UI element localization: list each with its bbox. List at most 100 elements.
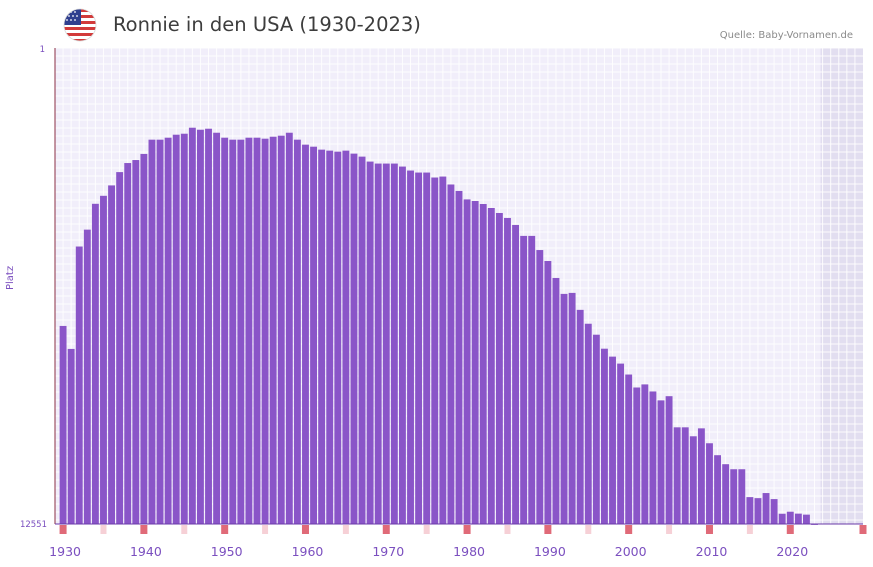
bar-1931 [67, 348, 75, 524]
bar-1977 [439, 176, 447, 524]
x-tick-1980: 1980 [453, 544, 485, 559]
decade-marker-2020 [786, 525, 794, 534]
chart-title: Ronnie in den USA (1930-2023) [113, 13, 421, 36]
bar-1949 [213, 132, 221, 524]
bar-1950 [221, 137, 229, 525]
x-tick-1970: 1970 [372, 544, 404, 559]
x-tick-1940: 1940 [130, 544, 162, 559]
bar-1936 [108, 185, 115, 524]
bar-1958 [285, 132, 293, 524]
bar-1981 [471, 201, 479, 524]
bar-1960 [302, 144, 309, 524]
bar-1946 [188, 127, 196, 525]
bar-2007 [681, 427, 689, 524]
decade-marker-1940 [140, 525, 148, 534]
bar-1953 [245, 137, 253, 525]
bar-2002 [641, 384, 649, 524]
x-tick-2000: 2000 [615, 544, 647, 559]
minor-marker-1995 [585, 525, 592, 534]
bar-1994 [576, 309, 584, 524]
bar-1965 [342, 150, 350, 524]
bar-1976 [431, 177, 439, 525]
bar-1991 [552, 277, 560, 524]
bar-1957 [277, 135, 285, 525]
x-tick-labels: 1930 1940 1950 1960 1970 1980 1990 2000 2010 2020 [49, 544, 808, 559]
bar-1930 [59, 325, 67, 524]
bar-1996 [592, 334, 600, 524]
bar-2020 [786, 511, 794, 524]
bar-1956 [269, 136, 277, 524]
minor-marker-2015 [746, 525, 753, 534]
bar-1985 [504, 217, 511, 524]
bar-1966 [350, 153, 358, 524]
decade-marker-2010 [705, 525, 713, 534]
axes [54, 48, 863, 525]
minor-marker-1975 [423, 525, 430, 534]
bar-1932 [75, 246, 83, 524]
bar-1989 [536, 250, 544, 524]
bar-1995 [584, 323, 592, 524]
x-tick-1960: 1960 [292, 544, 324, 559]
bar-2000 [625, 374, 633, 524]
bar-1969 [374, 163, 382, 524]
bar-1987 [520, 235, 528, 524]
bar-1934 [91, 203, 99, 525]
decade-marker-1970 [382, 525, 390, 534]
bar-1938 [124, 163, 132, 524]
bar-1952 [237, 139, 245, 524]
bar-1988 [528, 235, 536, 524]
bar-2022 [803, 514, 810, 524]
bar-1974 [415, 172, 423, 524]
bar-1972 [399, 166, 406, 524]
minor-marker-1985 [504, 525, 511, 534]
bar-2005 [665, 396, 673, 524]
future-area [820, 48, 863, 524]
bar-1948 [205, 128, 212, 524]
bar-1940 [140, 153, 148, 524]
bar-1955 [261, 138, 269, 525]
bar-1970 [382, 163, 390, 524]
minor-marker-1965 [342, 525, 349, 534]
source-credit: Quelle: Baby-Vornamen.de [719, 30, 853, 41]
bar-1999 [617, 363, 625, 524]
bar-2014 [738, 469, 746, 524]
bar-1933 [83, 229, 91, 525]
bar-2011 [714, 455, 721, 524]
bar-2017 [762, 493, 770, 524]
bar-2016 [754, 498, 762, 524]
bar-2012 [722, 464, 730, 524]
bar-1962 [318, 149, 326, 524]
decade-marker-1930 [59, 525, 67, 534]
bar-2008 [689, 436, 697, 524]
bar-1968 [366, 161, 374, 524]
minor-marker-1955 [262, 525, 269, 534]
bar-1963 [326, 150, 334, 524]
decade-marker-2000 [625, 525, 633, 534]
bar-2010 [706, 443, 713, 524]
bar-1967 [358, 156, 366, 524]
decade-marker-1990 [544, 525, 552, 534]
x-tick-2010: 2010 [696, 544, 728, 559]
bar-2003 [649, 391, 657, 524]
bar-1937 [116, 172, 124, 524]
bar-1975 [423, 172, 431, 524]
bar-1973 [407, 170, 414, 524]
bar-1983 [487, 207, 495, 524]
bar-1993 [568, 292, 576, 524]
bar-1947 [197, 129, 204, 524]
bar-2006 [673, 427, 681, 524]
bar-1978 [447, 184, 455, 524]
decade-marker-1960 [301, 525, 309, 534]
bar-1997 [601, 348, 608, 524]
bar-1961 [310, 146, 317, 525]
decade-marker-1980 [463, 525, 471, 534]
bar-1998 [609, 356, 616, 524]
decade-marker-1950 [221, 525, 229, 534]
bar-2009 [697, 428, 705, 524]
y-tick-bottom: 12551 [20, 520, 47, 530]
bar-1992 [560, 293, 568, 524]
bar-1986 [512, 224, 519, 524]
bar-2019 [778, 513, 786, 524]
bar-1941 [148, 139, 156, 524]
